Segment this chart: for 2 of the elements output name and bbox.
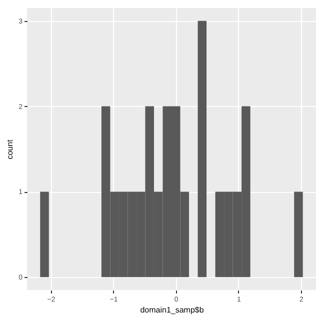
x-axis-title: domain1_samp$b [140, 306, 204, 314]
y-axis-title: count [6, 138, 15, 160]
